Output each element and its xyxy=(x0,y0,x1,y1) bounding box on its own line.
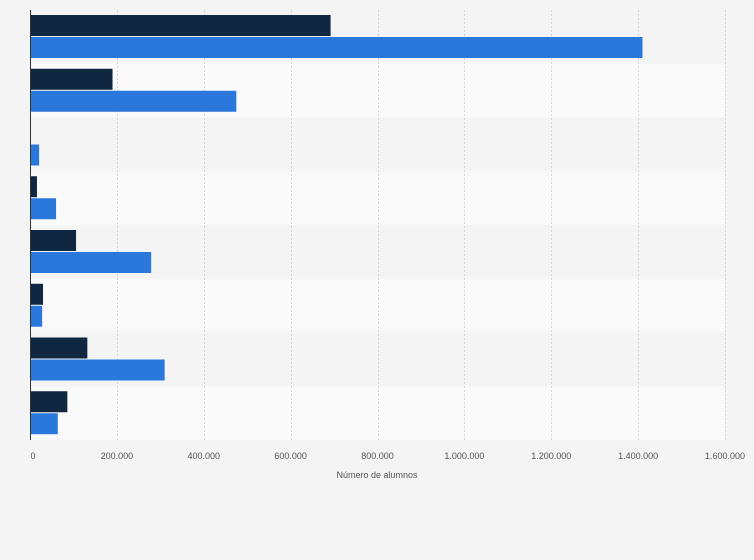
bar-series-2 xyxy=(30,144,40,166)
bar-series-1 xyxy=(30,230,77,251)
x-tick-label: 1.000.000 xyxy=(444,451,484,461)
bar-series-2 xyxy=(30,90,237,112)
category-band xyxy=(30,171,725,225)
x-tick-labels: 0 200.000 400.000 600.000 800.000 1.000.000 1.… xyxy=(30,451,745,461)
category-bands xyxy=(30,10,725,440)
bar-series-1 xyxy=(30,391,68,413)
bar-series-1 xyxy=(30,68,113,90)
x-tick-label: 1.200.000 xyxy=(531,451,571,461)
bar-series-1 xyxy=(30,337,88,359)
x-tick-label: 800.000 xyxy=(361,451,394,461)
x-tick-label: 400.000 xyxy=(187,451,220,461)
bar-series-1 xyxy=(30,15,331,36)
bar-series-2 xyxy=(30,37,643,58)
x-axis-title: Número de alumnos xyxy=(336,470,418,480)
category-band xyxy=(30,117,725,172)
x-tick-label: 1.400.000 xyxy=(618,451,658,461)
x-tick-label: 1.600.000 xyxy=(705,451,745,461)
x-tick-label: 600.000 xyxy=(274,451,307,461)
bar-series-1 xyxy=(30,283,44,305)
bar-series-2 xyxy=(30,305,43,327)
bar-series-1 xyxy=(30,176,37,198)
category-band xyxy=(30,386,725,440)
bar-series-2 xyxy=(30,413,58,435)
category-band xyxy=(30,278,725,333)
x-tick-label: 0 xyxy=(30,451,35,461)
bars xyxy=(30,15,643,435)
bar-series-2 xyxy=(30,252,152,273)
bar-series-2 xyxy=(30,359,165,381)
x-tick-label: 200.000 xyxy=(101,451,134,461)
bar-series-2 xyxy=(30,198,57,220)
